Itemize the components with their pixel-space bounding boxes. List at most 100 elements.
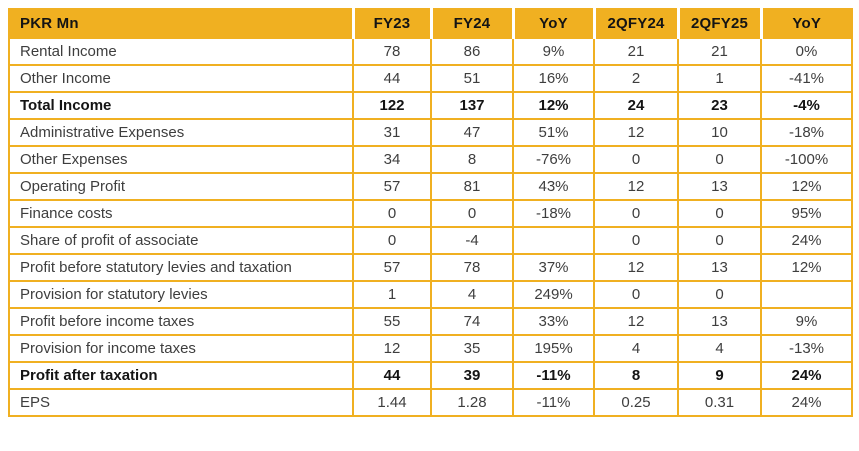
- value-cell-2qfy24: 0: [593, 226, 679, 255]
- value-cell-fy24: 8: [430, 145, 514, 174]
- value-cell-fy24: 81: [430, 172, 514, 201]
- table-row: Total Income 122 137 12% 24 23 -4%: [8, 91, 853, 120]
- row-label: Provision for income taxes: [20, 339, 196, 357]
- value-cell-2qfy25: 9: [677, 361, 762, 390]
- value-cell-fy23: 57: [352, 253, 432, 282]
- row-label: Share of profit of associate: [20, 231, 199, 249]
- value-cell-2qfy25: 23: [677, 91, 762, 120]
- value-cell-fy23: 1: [352, 280, 432, 309]
- value-cell-yoy-quarterly: 24%: [760, 361, 853, 390]
- value-cell-fy24: -4: [430, 226, 514, 255]
- value-cell-fy24: 35: [430, 334, 514, 363]
- value-cell-yoy-quarterly: -18%: [760, 118, 853, 147]
- value-cell-2qfy25: 0: [677, 145, 762, 174]
- table-row: Finance costs 0 0 -18% 0 0 95%: [8, 199, 853, 228]
- row-label: Other Expenses: [20, 150, 128, 168]
- row-label-cell: Finance costs: [8, 199, 354, 228]
- column-header-2qfy24: 2QFY24: [592, 9, 678, 38]
- table-row: Provision for income taxes 12 35 195% 4 …: [8, 334, 853, 363]
- value-cell-2qfy24: 24: [593, 91, 679, 120]
- row-label-cell: Operating Profit: [8, 172, 354, 201]
- value-cell-2qfy25: 0: [677, 280, 762, 309]
- value-cell-2qfy25: 1: [677, 64, 762, 93]
- value-cell-yoy-quarterly: [760, 280, 853, 309]
- row-label: Provision for statutory levies: [20, 285, 208, 303]
- value-cell-fy24: 0: [430, 199, 514, 228]
- row-label: Operating Profit: [20, 177, 126, 195]
- value-cell-2qfy25: 4: [677, 334, 762, 363]
- table-row: Profit before statutory levies and taxat…: [8, 253, 853, 282]
- value-cell-fy24: 86: [430, 37, 514, 66]
- value-cell-yoy-quarterly: 12%: [760, 172, 853, 201]
- value-cell-fy24: 47: [430, 118, 514, 147]
- value-cell-2qfy24: 0.25: [593, 388, 679, 417]
- value-cell-yoy-annual: 9%: [512, 37, 595, 66]
- value-cell-2qfy25: 13: [677, 172, 762, 201]
- value-cell-2qfy24: 0: [593, 199, 679, 228]
- row-label-cell: Profit before income taxes: [8, 307, 354, 336]
- value-cell-2qfy24: 0: [593, 145, 679, 174]
- table-row: Profit after taxation 44 39 -11% 8 9 24%: [8, 361, 853, 390]
- value-cell-2qfy25: 10: [677, 118, 762, 147]
- table-row: Other Expenses 34 8 -76% 0 0 -100%: [8, 145, 853, 174]
- table-row: Profit before income taxes 55 74 33% 12 …: [8, 307, 853, 336]
- row-label: Finance costs: [20, 204, 113, 222]
- value-cell-fy23: 44: [352, 64, 432, 93]
- value-cell-fy23: 1.44: [352, 388, 432, 417]
- column-header-2qfy25: 2QFY25: [676, 9, 761, 38]
- value-cell-fy23: 122: [352, 91, 432, 120]
- value-cell-2qfy25: 13: [677, 307, 762, 336]
- row-label: Profit after taxation: [20, 366, 158, 384]
- table-row: Rental Income 78 86 9% 21 21 0%: [8, 37, 853, 66]
- value-cell-2qfy24: 8: [593, 361, 679, 390]
- row-label: Profit before income taxes: [20, 312, 195, 330]
- value-cell-yoy-annual: 195%: [512, 334, 595, 363]
- value-cell-yoy-quarterly: 24%: [760, 388, 853, 417]
- row-label-cell: Profit before statutory levies and taxat…: [8, 253, 354, 282]
- row-label-cell: Other Income: [8, 64, 354, 93]
- value-cell-2qfy24: 0: [593, 280, 679, 309]
- row-label-cell: EPS: [8, 388, 354, 417]
- value-cell-yoy-annual: 37%: [512, 253, 595, 282]
- value-cell-yoy-annual: -76%: [512, 145, 595, 174]
- value-cell-fy23: 12: [352, 334, 432, 363]
- value-cell-yoy-annual: 16%: [512, 64, 595, 93]
- value-cell-yoy-quarterly: 95%: [760, 199, 853, 228]
- row-label-cell: Rental Income: [8, 37, 354, 66]
- value-cell-yoy-annual: -18%: [512, 199, 595, 228]
- value-cell-yoy-quarterly: -100%: [760, 145, 853, 174]
- row-label-cell: Administrative Expenses: [8, 118, 354, 147]
- row-label-cell: Share of profit of associate: [8, 226, 354, 255]
- value-cell-fy23: 0: [352, 199, 432, 228]
- column-header-yoy-quarterly: YoY: [759, 9, 852, 38]
- table-body: Rental Income 78 86 9% 21 21 0% Other In…: [8, 37, 853, 417]
- row-label-cell: Profit after taxation: [8, 361, 354, 390]
- value-cell-fy24: 39: [430, 361, 514, 390]
- column-header-yoy-annual: YoY: [511, 9, 594, 38]
- value-cell-2qfy24: 12: [593, 172, 679, 201]
- value-cell-yoy-quarterly: -13%: [760, 334, 853, 363]
- value-cell-yoy-annual: 51%: [512, 118, 595, 147]
- value-cell-yoy-quarterly: 12%: [760, 253, 853, 282]
- value-cell-2qfy24: 21: [593, 37, 679, 66]
- table-row: Operating Profit 57 81 43% 12 13 12%: [8, 172, 853, 201]
- value-cell-fy23: 57: [352, 172, 432, 201]
- value-cell-yoy-quarterly: -41%: [760, 64, 853, 93]
- row-label: Rental Income: [20, 42, 117, 60]
- column-header-pkr-mn: PKR Mn: [9, 9, 353, 38]
- value-cell-2qfy24: 4: [593, 334, 679, 363]
- value-cell-fy24: 137: [430, 91, 514, 120]
- value-cell-yoy-quarterly: 9%: [760, 307, 853, 336]
- row-label: Profit before statutory levies and taxat…: [20, 258, 292, 276]
- value-cell-2qfy25: 0: [677, 226, 762, 255]
- value-cell-2qfy24: 12: [593, 253, 679, 282]
- row-label: Total Income: [20, 96, 112, 114]
- row-label: Other Income: [20, 69, 111, 87]
- value-cell-yoy-annual: [512, 226, 595, 255]
- value-cell-2qfy25: 0: [677, 199, 762, 228]
- row-label: Administrative Expenses: [20, 123, 185, 141]
- table-row: Share of profit of associate 0 -4 0 0 24…: [8, 226, 853, 255]
- value-cell-yoy-annual: 33%: [512, 307, 595, 336]
- value-cell-2qfy25: 21: [677, 37, 762, 66]
